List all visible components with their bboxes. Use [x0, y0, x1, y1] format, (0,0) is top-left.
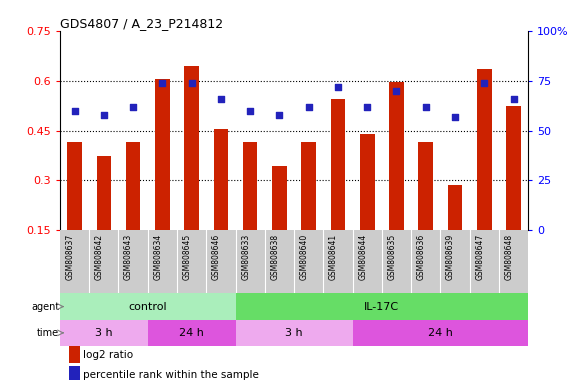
Bar — [184, 66, 199, 280]
Point — [246, 108, 255, 114]
Text: 24 h: 24 h — [179, 328, 204, 338]
Point — [304, 104, 313, 110]
Point — [216, 96, 226, 102]
Bar — [126, 142, 140, 280]
Text: control: control — [128, 301, 167, 311]
Bar — [353, 320, 528, 346]
Text: percentile rank within the sample: percentile rank within the sample — [83, 370, 259, 380]
Text: agent: agent — [31, 301, 59, 311]
Bar — [60, 293, 236, 320]
Text: log2 ratio: log2 ratio — [83, 349, 134, 359]
Text: GSM808648: GSM808648 — [505, 233, 513, 280]
Bar — [96, 156, 111, 280]
Point — [392, 88, 401, 94]
Bar — [69, 346, 79, 363]
Text: GSM808639: GSM808639 — [446, 233, 455, 280]
Text: GSM808643: GSM808643 — [124, 233, 133, 280]
Bar — [236, 293, 528, 320]
Bar — [477, 69, 492, 280]
Point — [187, 79, 196, 86]
Text: GSM808635: GSM808635 — [388, 233, 396, 280]
Text: 3 h: 3 h — [286, 328, 303, 338]
Point — [99, 111, 108, 118]
Text: time: time — [37, 328, 59, 338]
Text: GSM808647: GSM808647 — [475, 233, 484, 280]
Text: GSM808636: GSM808636 — [417, 233, 426, 280]
Text: IL-17C: IL-17C — [364, 301, 400, 311]
Point — [421, 104, 431, 110]
Bar — [60, 320, 148, 346]
Text: GSM808641: GSM808641 — [329, 233, 338, 280]
Bar — [69, 366, 79, 384]
Bar — [301, 142, 316, 280]
Text: 24 h: 24 h — [428, 328, 453, 338]
Point — [333, 84, 343, 90]
Bar — [236, 320, 353, 346]
Point — [70, 108, 79, 114]
Bar — [155, 79, 170, 280]
Point — [128, 104, 138, 110]
Bar — [331, 99, 345, 280]
Point — [509, 96, 518, 102]
Text: 3 h: 3 h — [95, 328, 112, 338]
Bar — [214, 129, 228, 280]
Bar — [448, 185, 463, 280]
Bar — [272, 166, 287, 280]
Point — [451, 114, 460, 120]
Text: GSM808640: GSM808640 — [300, 233, 309, 280]
Point — [158, 79, 167, 86]
Bar — [67, 142, 82, 280]
Point — [363, 104, 372, 110]
Bar — [419, 142, 433, 280]
Point — [480, 79, 489, 86]
Bar — [360, 134, 375, 280]
Bar — [506, 106, 521, 280]
Text: GSM808633: GSM808633 — [241, 233, 250, 280]
Text: GSM808642: GSM808642 — [95, 233, 104, 280]
Text: GSM808644: GSM808644 — [358, 233, 367, 280]
Bar — [389, 82, 404, 280]
Text: GSM808646: GSM808646 — [212, 233, 221, 280]
Text: GDS4807 / A_23_P214812: GDS4807 / A_23_P214812 — [60, 17, 223, 30]
Bar — [148, 320, 236, 346]
Text: GSM808637: GSM808637 — [66, 233, 75, 280]
Text: GSM808634: GSM808634 — [154, 233, 162, 280]
Point — [275, 111, 284, 118]
Bar — [243, 142, 258, 280]
Text: GSM808638: GSM808638 — [271, 233, 279, 280]
Text: GSM808645: GSM808645 — [183, 233, 192, 280]
